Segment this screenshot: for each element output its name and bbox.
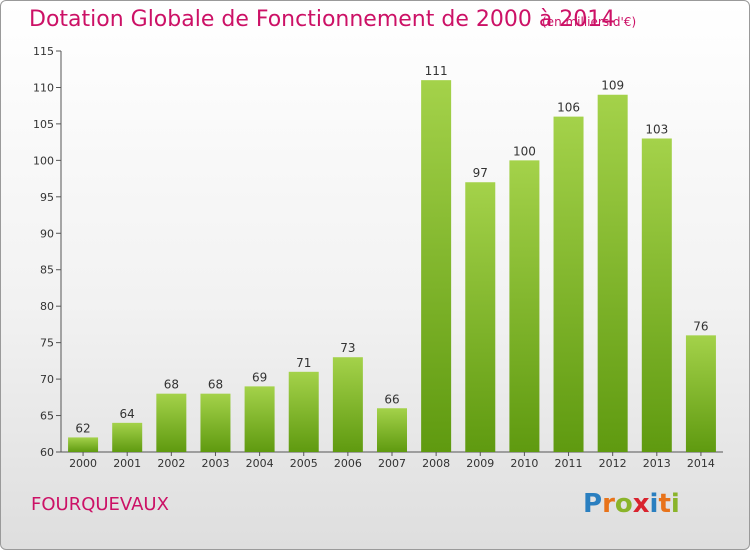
bar-2002 — [156, 393, 187, 452]
chart-title: Dotation Globale de Fonctionnement de 20… — [29, 7, 616, 32]
logo-letter: r — [602, 489, 615, 519]
x-tick-label-2005: 2005 — [290, 457, 318, 470]
y-tick-label: 80 — [40, 300, 54, 313]
data-label-2014: 76 — [693, 319, 708, 333]
data-label-2002: 68 — [164, 378, 179, 392]
bar-2006 — [332, 357, 363, 452]
data-label-2004: 69 — [252, 370, 267, 384]
data-label-2001: 64 — [120, 407, 135, 421]
x-tick-label-2010: 2010 — [510, 457, 538, 470]
bar-2014 — [685, 335, 716, 452]
data-label-2009: 97 — [473, 166, 488, 180]
data-label-2005: 71 — [296, 356, 311, 370]
data-label-2008: 111 — [425, 64, 448, 78]
y-tick-label: 65 — [40, 410, 54, 423]
bar-2005 — [288, 371, 319, 452]
bar-2003 — [200, 393, 231, 452]
x-tick-label-2011: 2011 — [555, 457, 583, 470]
x-tick-label-2008: 2008 — [422, 457, 450, 470]
x-tick-label-2000: 2000 — [69, 457, 97, 470]
data-label-2012: 109 — [601, 79, 624, 93]
y-tick-label: 75 — [40, 337, 54, 350]
y-tick-label: 95 — [40, 191, 54, 204]
data-label-2003: 68 — [208, 378, 223, 392]
x-tick-label-2007: 2007 — [378, 457, 406, 470]
logo-letter: t — [658, 489, 671, 519]
data-label-2000: 62 — [75, 421, 90, 435]
x-tick-label-2001: 2001 — [113, 457, 141, 470]
logo-letter: x — [632, 489, 650, 519]
data-label-2011: 106 — [557, 101, 580, 115]
y-tick-label: 115 — [33, 45, 54, 58]
data-label-2007: 66 — [384, 392, 399, 406]
data-labels: 62 64 68 68 69 71 73 66 111 97 100 106 109 103 76 — [75, 64, 708, 435]
logo-letter: o — [614, 489, 633, 519]
x-tick-label-2002: 2002 — [157, 457, 185, 470]
bar-2011 — [553, 116, 584, 453]
bar-2010 — [509, 160, 540, 452]
x-tick-label-2003: 2003 — [201, 457, 229, 470]
data-label-2010: 100 — [513, 144, 536, 158]
bar-2013 — [641, 138, 672, 452]
x-tick-label-2013: 2013 — [643, 457, 671, 470]
commune-name: FOURQUEVAUX — [31, 494, 169, 515]
y-tick-label: 105 — [33, 118, 54, 131]
data-label-2013: 103 — [645, 122, 668, 136]
bars — [68, 80, 716, 453]
x-tick-label-2004: 2004 — [246, 457, 274, 470]
x-tick-label-2014: 2014 — [687, 457, 715, 470]
y-tick-label: 100 — [33, 154, 54, 167]
logo-letter: i — [670, 489, 680, 519]
x-tick-label-2012: 2012 — [599, 457, 627, 470]
y-tick-label: 110 — [33, 81, 54, 94]
bar-2000 — [68, 437, 99, 452]
proxiti-logo: Proxiti — [583, 489, 680, 519]
x-tick-label-2009: 2009 — [466, 457, 494, 470]
bar-2012 — [597, 94, 628, 452]
y-tick-label: 90 — [40, 227, 54, 240]
logo-letter: P — [583, 489, 603, 519]
logo-letter: i — [649, 489, 659, 519]
bar-2007 — [377, 408, 407, 452]
y-tick-label: 70 — [40, 373, 54, 386]
y-tick-label: 85 — [40, 264, 54, 277]
chart-subtitle: (en milliers d'€) — [542, 15, 637, 29]
bar-2001 — [112, 422, 143, 452]
y-tick-label: 60 — [40, 446, 54, 459]
bar-2004 — [244, 386, 275, 452]
axes: 60 65 70 75 80 85 90 95 100 105 110 115 2000 2001 2002… — [33, 45, 723, 470]
bar-2009 — [465, 182, 496, 452]
x-tick-label-2006: 2006 — [334, 457, 362, 470]
data-label-2006: 73 — [340, 341, 355, 355]
bar-2008 — [421, 80, 452, 452]
